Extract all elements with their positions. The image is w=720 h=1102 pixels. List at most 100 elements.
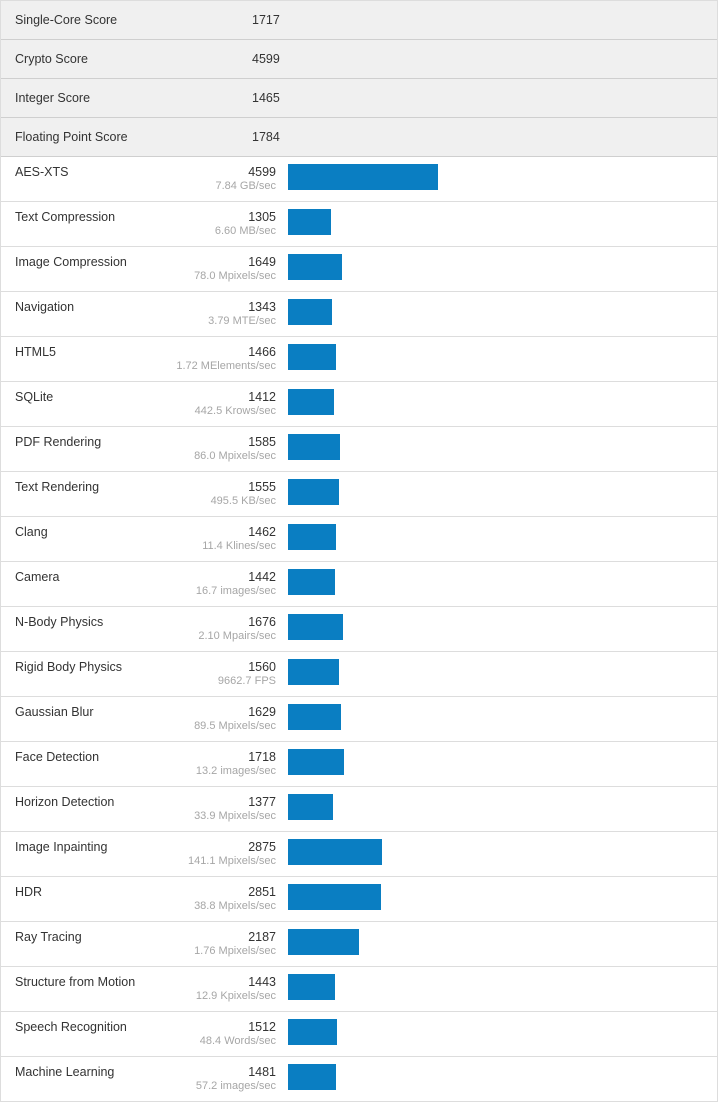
benchmark-bar — [288, 299, 332, 325]
benchmark-bar — [288, 524, 336, 550]
benchmark-bar — [288, 434, 340, 460]
benchmark-row: Face Detection 1718 13.2 images/sec — [1, 742, 717, 787]
benchmark-bar — [288, 254, 342, 280]
benchmark-score: 1442 — [248, 570, 276, 584]
benchmark-name: PDF Rendering — [15, 435, 102, 449]
benchmark-rate: 57.2 images/sec — [195, 1080, 276, 1092]
benchmark-score: 1377 — [248, 795, 276, 809]
benchmark-row: Horizon Detection 1377 33.9 Mpixels/sec — [1, 787, 717, 832]
benchmark-score: 1443 — [248, 975, 276, 989]
benchmark-rate: 89.5 Mpixels/sec — [194, 720, 276, 732]
summary-label: Floating Point Score — [15, 130, 128, 144]
benchmark-bar — [288, 614, 343, 640]
benchmark-score: 1466 — [248, 345, 276, 359]
benchmark-rate: 141.1 Mpixels/sec — [187, 855, 276, 867]
benchmark-score: 1585 — [248, 435, 276, 449]
benchmark-score: 1343 — [248, 300, 276, 314]
summary-row: Integer Score 1465 — [1, 79, 717, 118]
benchmark-rate: 3.79 MTE/sec — [208, 315, 276, 327]
summary-score: 1465 — [252, 91, 280, 105]
benchmark-name: Text Compression — [15, 210, 116, 224]
benchmark-bar — [288, 794, 333, 820]
benchmark-row: Structure from Motion 1443 12.9 Kpixels/se… — [1, 967, 717, 1012]
summary-label: Single-Core Score — [15, 13, 118, 27]
summary-label: Integer Score — [15, 91, 91, 105]
benchmark-score: 2851 — [248, 885, 276, 899]
benchmark-rate: 495.5 KB/sec — [210, 495, 276, 507]
benchmark-row: HTML5 1466 1.72 MElements/sec — [1, 337, 717, 382]
benchmark-bar — [288, 389, 334, 415]
benchmark-bar — [288, 569, 335, 595]
summary-score: 1717 — [252, 13, 280, 27]
benchmark-rate: 7.84 GB/sec — [215, 180, 276, 192]
benchmark-row: Rigid Body Physics 1560 9662.7 FPS — [1, 652, 717, 697]
benchmark-name: Navigation — [15, 300, 75, 314]
benchmark-row: Text Compression 1305 6.60 MB/sec — [1, 202, 717, 247]
benchmark-name: Clang — [15, 525, 48, 539]
benchmark-score: 1512 — [248, 1020, 276, 1034]
benchmark-bar — [288, 749, 344, 775]
benchmark-row: N-Body Physics 1676 2.10 Mpairs/sec — [1, 607, 717, 652]
benchmark-name: Image Compression — [15, 255, 127, 269]
benchmark-name: Structure from Motion — [15, 975, 136, 989]
benchmark-bar — [288, 1064, 336, 1090]
benchmark-name: Speech Recognition — [15, 1020, 127, 1034]
summary-row: Crypto Score 4599 — [1, 40, 717, 79]
benchmark-row: AES-XTS 4599 7.84 GB/sec — [1, 157, 717, 202]
benchmark-name: HTML5 — [15, 345, 56, 359]
summary-score: 4599 — [252, 52, 280, 66]
benchmark-bar — [288, 839, 382, 865]
benchmark-name: N-Body Physics — [15, 615, 104, 629]
benchmark-rate: 1.76 Mpixels/sec — [194, 945, 276, 957]
benchmark-row: Image Inpainting 2875 141.1 Mpixels/sec — [1, 832, 717, 877]
benchmark-rate: 6.60 MB/sec — [214, 225, 276, 237]
benchmark-name: Horizon Detection — [15, 795, 115, 809]
benchmark-bar — [288, 704, 341, 730]
benchmark-rate: 9662.7 FPS — [217, 675, 276, 687]
benchmark-row: Gaussian Blur 1629 89.5 Mpixels/sec — [1, 697, 717, 742]
benchmark-name: Gaussian Blur — [15, 705, 94, 719]
benchmark-bar — [288, 209, 331, 235]
benchmark-score: 1555 — [248, 480, 276, 494]
benchmark-section: AES-XTS 4599 7.84 GB/sec Text Compression 13… — [1, 157, 717, 1102]
benchmark-bar — [288, 1019, 337, 1045]
benchmark-name: Image Inpainting — [15, 840, 108, 854]
benchmark-rate: 13.2 images/sec — [195, 765, 276, 777]
benchmark-name: Camera — [15, 570, 60, 584]
benchmark-rate: 12.9 Kpixels/sec — [195, 990, 276, 1002]
benchmark-rate: 78.0 Mpixels/sec — [194, 270, 276, 282]
benchmark-rate: 11.4 Klines/sec — [202, 540, 276, 552]
benchmark-rate: 38.8 Mpixels/sec — [194, 900, 276, 912]
benchmark-score: 1649 — [248, 255, 276, 269]
benchmark-score: 1718 — [248, 750, 276, 764]
benchmark-score: 1629 — [248, 705, 276, 719]
benchmark-score: 1560 — [248, 660, 276, 674]
benchmark-name: Text Rendering — [15, 480, 100, 494]
benchmark-row: Clang 1462 11.4 Klines/sec — [1, 517, 717, 562]
benchmark-name: HDR — [15, 885, 43, 899]
benchmark-rate: 1.72 MElements/sec — [176, 360, 276, 372]
benchmark-name: AES-XTS — [15, 165, 69, 179]
benchmark-score: 1462 — [248, 525, 276, 539]
summary-row: Floating Point Score 1784 — [1, 118, 717, 157]
benchmark-rate: 86.0 Mpixels/sec — [194, 450, 276, 462]
benchmark-row: Machine Learning 1481 57.2 images/sec — [1, 1057, 717, 1102]
benchmark-bar — [288, 479, 339, 505]
benchmark-bar — [288, 344, 336, 370]
benchmark-row: PDF Rendering 1585 86.0 Mpixels/sec — [1, 427, 717, 472]
benchmark-row: Text Rendering 1555 495.5 KB/sec — [1, 472, 717, 517]
benchmark-score: 1305 — [248, 210, 276, 224]
benchmark-row: Image Compression 1649 78.0 Mpixels/sec — [1, 247, 717, 292]
benchmark-row: Camera 1442 16.7 images/sec — [1, 562, 717, 607]
benchmark-bar — [288, 929, 359, 955]
benchmark-name: Machine Learning — [15, 1065, 115, 1079]
benchmark-row: Navigation 1343 3.79 MTE/sec — [1, 292, 717, 337]
benchmark-bar — [288, 164, 438, 190]
benchmark-row: Speech Recognition 1512 48.4 Words/sec — [1, 1012, 717, 1057]
summary-section: Single-Core Score 1717 Crypto Score 4599 Int… — [1, 1, 717, 157]
benchmark-score: 1481 — [248, 1065, 276, 1079]
benchmark-bar — [288, 659, 339, 685]
benchmark-rate: 442.5 Krows/sec — [194, 405, 276, 417]
benchmark-score: 1676 — [248, 615, 276, 629]
